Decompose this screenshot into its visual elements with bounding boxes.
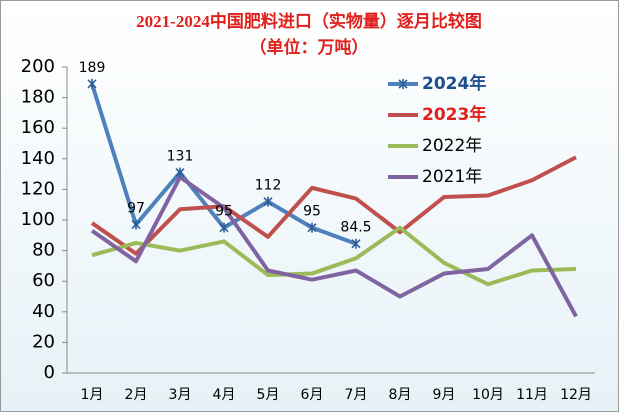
series-line — [91, 225, 577, 287]
y-tick-label: 80 — [32, 240, 55, 261]
data-label: 189 — [79, 60, 106, 76]
x-tick-label: 4月 — [213, 387, 236, 403]
series-line — [90, 155, 577, 256]
x-tick-label: 11月 — [516, 387, 548, 403]
data-label: 112 — [255, 178, 282, 194]
data-label: 95 — [303, 204, 321, 220]
legend-marker — [398, 79, 408, 89]
legend-label: 2023年 — [422, 104, 486, 125]
x-tick-label: 12月 — [560, 387, 592, 403]
y-tick-label: 100 — [21, 209, 55, 230]
y-tick-label: 140 — [21, 148, 55, 169]
chart-title: 2021-2024中国肥料进口（实物量）逐月比较图 — [136, 11, 482, 31]
x-tick-label: 7月 — [345, 387, 368, 403]
point-marker — [263, 196, 273, 207]
point-marker — [175, 167, 185, 178]
legend-label: 2021年 — [422, 167, 482, 187]
x-tick-label: 2月 — [125, 387, 148, 403]
data-label: 97 — [127, 201, 145, 217]
chart-subtitle: （单位：万吨） — [250, 37, 369, 57]
y-tick-label: 0 — [44, 362, 55, 383]
x-tick-label: 5月 — [257, 387, 280, 403]
x-tick-label: 9月 — [433, 387, 456, 403]
y-tick-label: 180 — [21, 87, 55, 108]
y-tick-label: 200 — [21, 56, 55, 77]
y-tick-label: 160 — [21, 117, 55, 138]
x-tick-label: 3月 — [169, 387, 192, 403]
y-tick-label: 40 — [32, 301, 55, 322]
y-tick-label: 60 — [32, 270, 55, 291]
legend-label: 2022年 — [422, 136, 482, 156]
series-line — [90, 175, 578, 318]
data-label: 131 — [167, 149, 194, 165]
x-tick-label: 6月 — [301, 387, 324, 403]
data-label: 95 — [215, 204, 233, 220]
point-marker — [351, 238, 361, 249]
point-marker — [307, 222, 317, 233]
point-marker — [219, 222, 229, 233]
x-tick-label: 8月 — [389, 387, 412, 403]
x-tick-label: 1月 — [81, 387, 104, 403]
y-tick-label: 20 — [32, 331, 55, 352]
point-marker — [87, 78, 97, 89]
x-tick-label: 10月 — [472, 387, 504, 403]
y-tick-label: 120 — [21, 178, 55, 199]
legend-label: 2024年 — [422, 73, 486, 94]
data-label: 84.5 — [340, 220, 371, 236]
point-marker — [131, 219, 141, 230]
